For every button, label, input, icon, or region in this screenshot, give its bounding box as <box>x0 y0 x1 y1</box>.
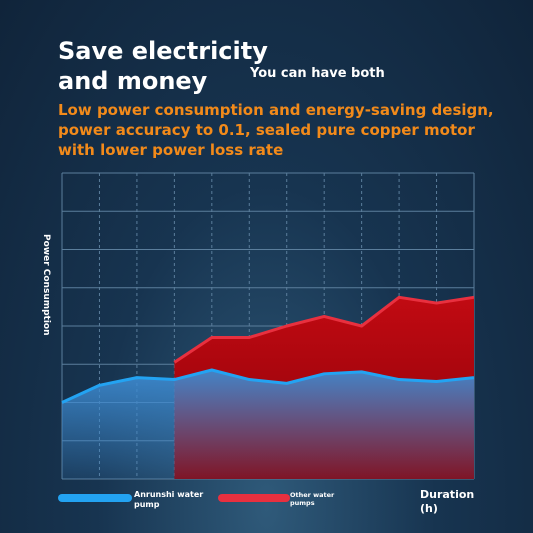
legend-label-line: pump <box>134 500 160 509</box>
chart-title: Save electricity and money <box>58 37 268 95</box>
legend-label: Anrunshi water pump <box>134 490 203 509</box>
x-axis-label-line: Duration <box>420 488 474 501</box>
x-axis-label-line: (h) <box>420 502 438 515</box>
y-axis-label: Power Consumption <box>41 234 51 336</box>
x-axis-label: Duration (h) <box>420 488 474 515</box>
legend-label-line: Other water <box>290 491 335 499</box>
description: Low power consumption and energy-saving … <box>58 101 494 159</box>
series-line <box>61 368 475 404</box>
area-fill <box>62 369 474 479</box>
legend-label-line: Anrunshi water <box>134 490 203 499</box>
legend-label-line: pumps <box>290 499 315 507</box>
series-line <box>173 295 475 364</box>
subtitle: You can have both <box>250 66 385 81</box>
legend-label: Other water pumps <box>290 491 335 507</box>
